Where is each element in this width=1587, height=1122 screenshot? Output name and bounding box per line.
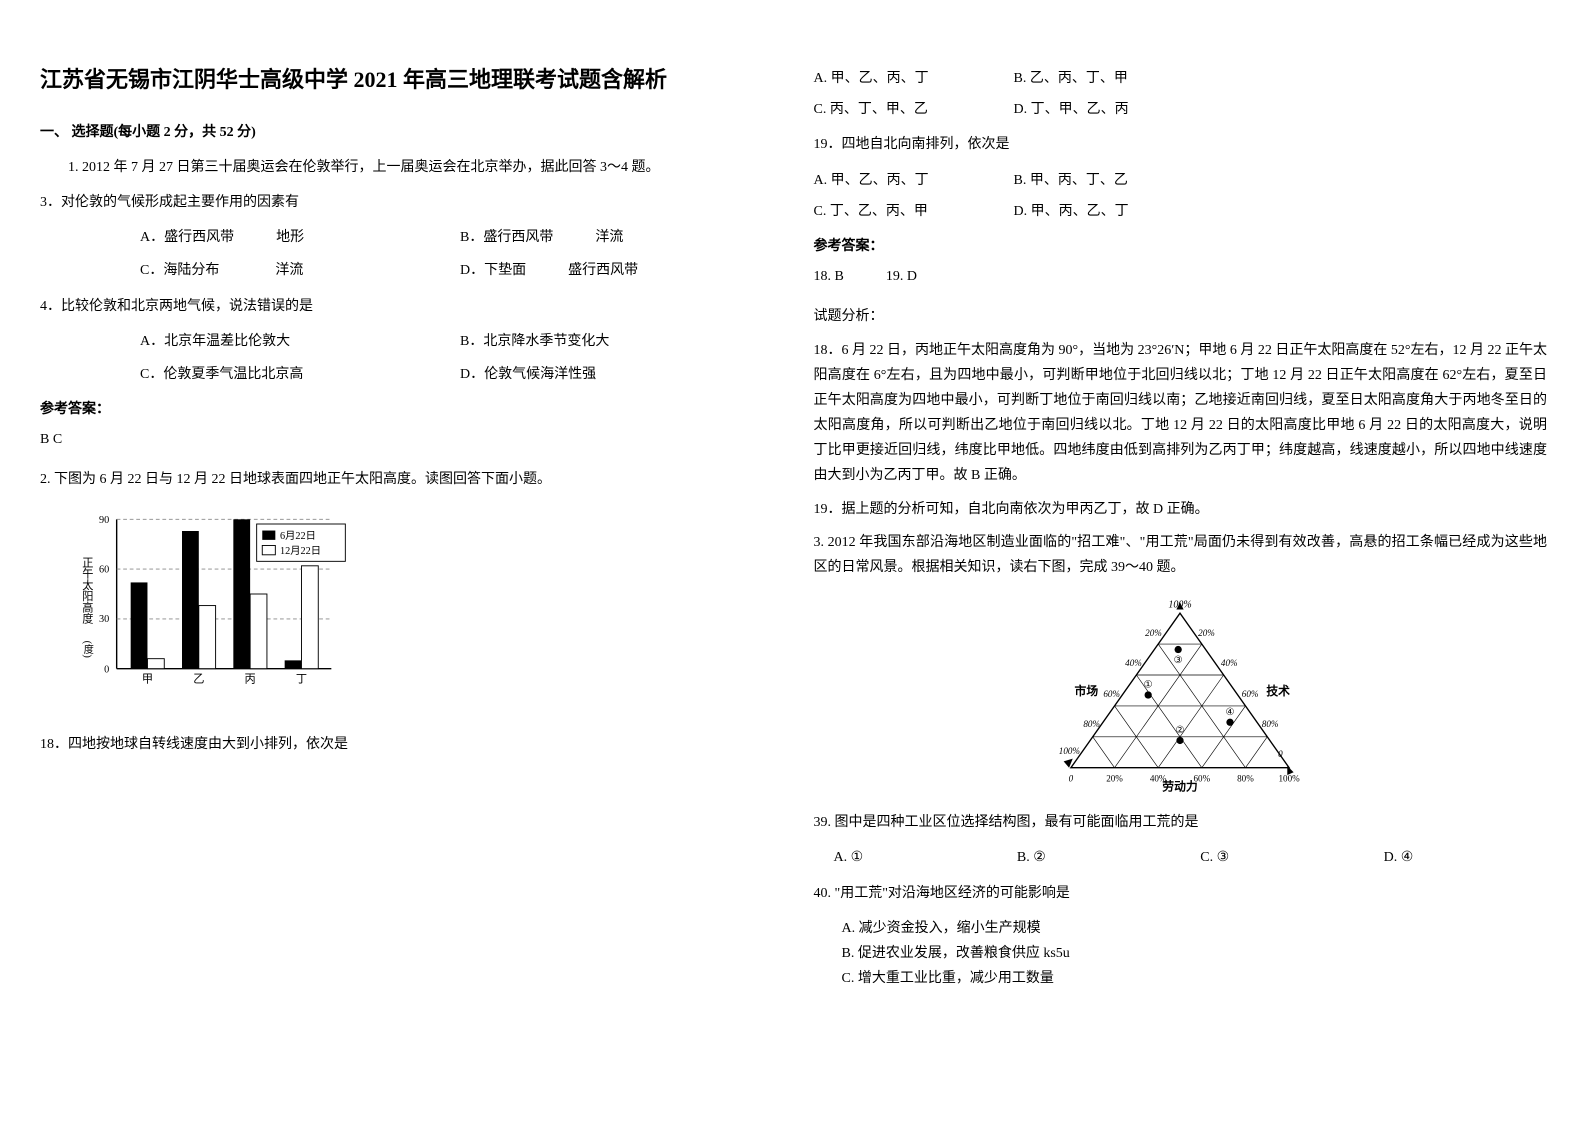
page-title: 江苏省无锡市江阴华士高级中学 2021 年高三地理联考试题含解析 bbox=[40, 60, 774, 100]
q2-answer-label: 参考答案： bbox=[814, 234, 1548, 259]
q4-opt-c: C．伦敦夏季气温比北京高 bbox=[140, 362, 460, 387]
q2-analysis-19: 19．据上题的分析可知，自北向南依次为甲丙乙丁，故 D 正确。 bbox=[814, 497, 1548, 522]
q1-answer: B C bbox=[40, 427, 774, 452]
svg-text:③: ③ bbox=[1174, 655, 1183, 666]
q18-opt-b: B. 乙、丙、丁、甲 bbox=[1014, 66, 1214, 91]
q4-opt-a: A．北京年温差比伦敦大 bbox=[140, 329, 460, 354]
svg-text:0: 0 bbox=[1069, 774, 1074, 784]
svg-text:100%: 100% bbox=[1279, 774, 1301, 784]
q39-opt-b: B. ② bbox=[997, 845, 1180, 870]
q18-text: 18．四地按地球自转线速度由大到小排列，依次是 bbox=[40, 732, 774, 757]
q19-opt-a: A. 甲、乙、丙、丁 bbox=[814, 168, 1014, 193]
q19-opt-d: D. 甲、丙、乙、丁 bbox=[1014, 199, 1214, 224]
question-block-1: 1. 2012 年 7 月 27 日第三十届奥运会在伦敦举行，上一届奥运会在北京… bbox=[40, 155, 774, 453]
q4-opt-b: B．北京降水季节变化大 bbox=[460, 329, 609, 354]
q39-opt-c: C. ③ bbox=[1180, 845, 1363, 870]
svg-text:40%: 40% bbox=[1125, 658, 1142, 668]
q1-intro: 1. 2012 年 7 月 27 日第三十届奥运会在伦敦举行，上一届奥运会在北京… bbox=[40, 155, 774, 180]
svg-text:20%: 20% bbox=[1145, 628, 1162, 638]
svg-text:技术: 技术 bbox=[1267, 684, 1291, 698]
svg-text:100%: 100% bbox=[1059, 746, 1081, 756]
q18-opt-d: D. 丁、甲、乙、丙 bbox=[1014, 97, 1214, 122]
svg-text:20%: 20% bbox=[1106, 774, 1123, 784]
svg-text:(度): (度) bbox=[81, 640, 93, 657]
q39-opt-a: A. ① bbox=[814, 845, 997, 870]
q40-opt-b: B. 促进农业发展，改善粮食供应 ks5u bbox=[814, 941, 1548, 966]
q3-opt-a: A．盛行西风带 地形 bbox=[140, 225, 460, 250]
svg-text:90: 90 bbox=[99, 515, 109, 526]
q2-answer: 18. B 19. D bbox=[814, 264, 1548, 289]
svg-text:④: ④ bbox=[1226, 707, 1235, 718]
q40-text: 40. "用工荒"对沿海地区经济的可能影响是 bbox=[814, 881, 1548, 906]
svg-text:丙: 丙 bbox=[245, 673, 256, 685]
svg-text:0: 0 bbox=[104, 664, 109, 675]
ternary-chart: 100% 市场 技术 劳动力 0 20% 40% 60% 80% 100% 10… bbox=[1040, 595, 1320, 795]
q19-opt-c: C. 丁、乙、丙、甲 bbox=[814, 199, 1014, 224]
q19-opt-b: B. 甲、丙、丁、乙 bbox=[1014, 168, 1214, 193]
svg-text:30: 30 bbox=[99, 614, 109, 625]
svg-text:正午太阳高度: 正午太阳高度 bbox=[81, 556, 94, 624]
q18-opt-a: A. 甲、乙、丙、丁 bbox=[814, 66, 1014, 91]
q39-opt-d: D. ④ bbox=[1364, 845, 1547, 870]
svg-text:20%: 20% bbox=[1198, 628, 1215, 638]
svg-text:市场: 市场 bbox=[1075, 684, 1099, 698]
svg-text:12月22日: 12月22日 bbox=[280, 545, 321, 557]
q40-opt-a: A. 减少资金投入，缩小生产规模 bbox=[814, 916, 1548, 941]
q3-opt-d: D．下垫面 盛行西风带 bbox=[460, 258, 638, 283]
svg-text:80%: 80% bbox=[1262, 719, 1279, 729]
svg-text:①: ① bbox=[1144, 680, 1153, 691]
q40-opt-c: C. 增大重工业比重，减少用工数量 bbox=[814, 966, 1548, 991]
svg-text:②: ② bbox=[1176, 725, 1185, 736]
q3-opt-b: B．盛行西风带 洋流 bbox=[460, 225, 623, 250]
q2-intro: 2. 下图为 6 月 22 日与 12 月 22 日地球表面四地正午太阳高度。读… bbox=[40, 467, 774, 492]
q3-opt-c: C．海陆分布 洋流 bbox=[140, 258, 460, 283]
q2-analysis-18: 18．6 月 22 日，丙地正午太阳高度角为 90°，当地为 23°26′N；甲… bbox=[814, 338, 1548, 489]
svg-text:40%: 40% bbox=[1221, 658, 1238, 668]
q4-text: 4．比较伦敦和北京两地气候，说法错误的是 bbox=[40, 294, 774, 319]
svg-text:80%: 80% bbox=[1084, 719, 1101, 729]
svg-text:6月22日: 6月22日 bbox=[280, 530, 316, 542]
svg-text:60%: 60% bbox=[1194, 774, 1211, 784]
section-header: 一、 选择题(每小题 2 分，共 52 分) bbox=[40, 120, 774, 145]
svg-text:乙: 乙 bbox=[193, 672, 204, 685]
q39-text: 39. 图中是四种工业区位选择结构图，最有可能面临用工荒的是 bbox=[814, 810, 1548, 835]
q3-text: 3．对伦敦的气候形成起主要作用的因素有 bbox=[40, 190, 774, 215]
svg-text:60%: 60% bbox=[1104, 689, 1121, 699]
q3-intro: 3. 2012 年我国东部沿海地区制造业面临的"招工难"、"用工荒"局面仍未得到… bbox=[814, 530, 1548, 580]
svg-text:甲: 甲 bbox=[142, 673, 153, 685]
q18-opt-c: C. 丙、丁、甲、乙 bbox=[814, 97, 1014, 122]
question-block-2: 2. 下图为 6 月 22 日与 12 月 22 日地球表面四地正午太阳高度。读… bbox=[40, 467, 774, 757]
svg-text:80%: 80% bbox=[1237, 774, 1254, 784]
svg-text:劳动力: 劳动力 bbox=[1163, 780, 1198, 794]
svg-text:60: 60 bbox=[99, 564, 109, 575]
q2-analysis-label: 试题分析： bbox=[814, 304, 1548, 329]
q1-answer-label: 参考答案： bbox=[40, 397, 774, 422]
svg-text:60%: 60% bbox=[1242, 689, 1259, 699]
bar-chart: 0 30 60 90 正午太阳高度 (度) 甲 bbox=[70, 508, 774, 717]
svg-text:40%: 40% bbox=[1150, 774, 1167, 784]
q19-text: 19．四地自北向南排列，依次是 bbox=[814, 132, 1548, 157]
svg-text:丁: 丁 bbox=[296, 673, 307, 685]
q4-opt-d: D．伦敦气候海洋性强 bbox=[460, 362, 596, 387]
svg-text:0: 0 bbox=[1278, 749, 1283, 759]
